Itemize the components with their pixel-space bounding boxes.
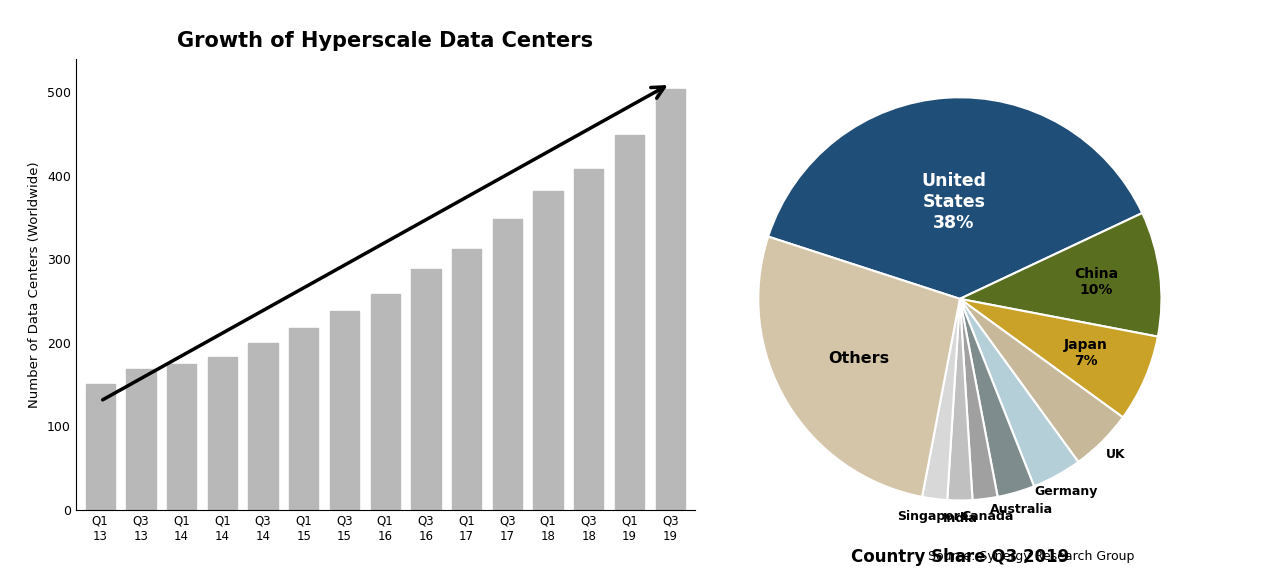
Wedge shape [960,299,1034,497]
Wedge shape [768,97,1142,299]
Text: Others: Others [829,351,890,366]
Text: Country Share Q3 2019: Country Share Q3 2019 [851,548,1068,566]
Bar [575,169,604,510]
Bar [249,343,278,510]
Text: China
10%: China 10% [1074,267,1118,297]
Text: Canada: Canada [961,510,1014,523]
Wedge shape [960,213,1162,336]
Text: Source: Synergy Research Group: Source: Synergy Research Group [928,550,1134,563]
Bar [370,294,400,510]
Bar [452,249,481,510]
Bar [86,384,115,510]
Text: India: India [942,512,978,525]
Bar [126,369,155,510]
Wedge shape [960,299,1123,462]
Wedge shape [947,299,973,500]
Text: United
States
38%: United States 38% [921,172,986,232]
Bar [289,328,318,510]
Wedge shape [960,299,1079,486]
Bar [493,219,522,510]
Text: Germany: Germany [1034,485,1098,498]
Text: UK: UK [1105,448,1125,461]
Bar [655,88,685,510]
Bar [533,190,563,510]
Bar [330,311,359,510]
Text: Japan
7%: Japan 7% [1063,338,1108,369]
Bar [207,357,237,510]
Bar [167,363,196,510]
Y-axis label: Number of Data Centers (Worldwide): Number of Data Centers (Worldwide) [28,161,42,407]
Title: Growth of Hyperscale Data Centers: Growth of Hyperscale Data Centers [177,32,594,52]
Wedge shape [922,299,960,500]
Text: Australia: Australia [990,503,1053,516]
Bar [412,269,441,510]
Wedge shape [758,237,960,497]
Text: Singapore: Singapore [897,510,967,523]
Wedge shape [960,299,998,500]
Bar [615,135,644,510]
Wedge shape [960,299,1158,417]
